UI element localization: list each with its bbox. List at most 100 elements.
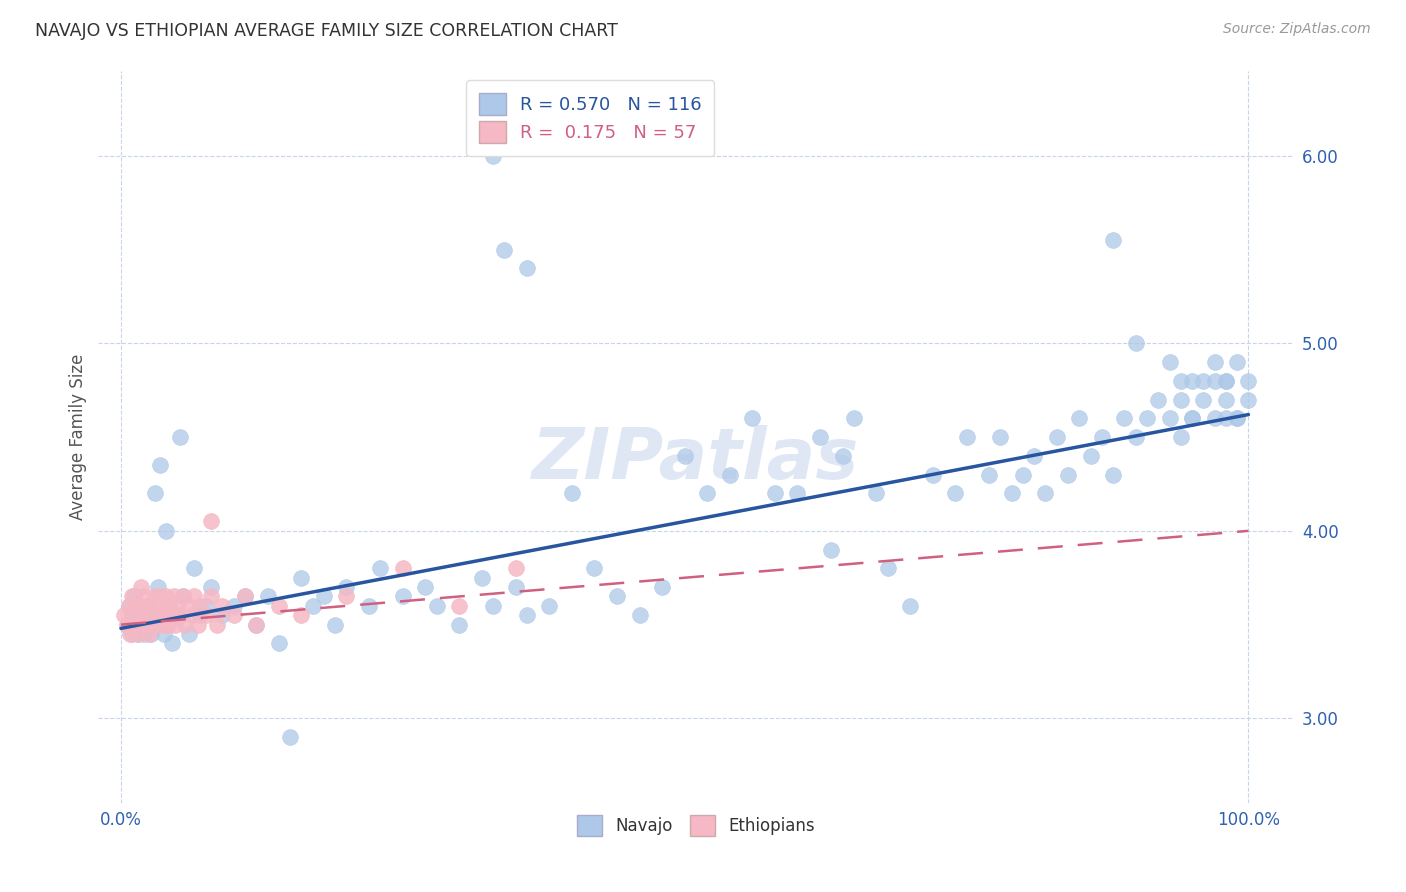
Point (121, 590, 143, 604)
Point (183, 590, 205, 604)
Point (1147, 392, 1170, 407)
Point (673, 449, 696, 463)
Point (155, 590, 177, 604)
Point (696, 486, 718, 500)
Point (1237, 374, 1260, 388)
Point (155, 524, 177, 538)
Point (222, 608, 245, 623)
Point (211, 599, 233, 613)
Text: ZIPatlas: ZIPatlas (533, 425, 859, 493)
Point (741, 411, 763, 425)
Point (128, 599, 150, 613)
Point (233, 590, 256, 604)
Point (141, 608, 163, 623)
Point (990, 430, 1012, 444)
Point (183, 561, 205, 575)
Point (149, 458, 172, 473)
Point (166, 599, 188, 613)
Point (505, 561, 527, 575)
Point (143, 590, 166, 604)
Point (1091, 430, 1114, 444)
Point (1237, 392, 1260, 407)
Point (977, 467, 1000, 482)
Point (1125, 336, 1147, 351)
Point (1215, 392, 1237, 407)
Point (1215, 374, 1237, 388)
Point (1159, 411, 1181, 425)
Point (118, 599, 141, 613)
Point (143, 486, 166, 500)
Point (516, 261, 538, 276)
Point (494, 243, 516, 257)
Point (118, 599, 141, 613)
Text: Source: ZipAtlas.com: Source: ZipAtlas.com (1223, 22, 1371, 37)
Point (177, 599, 200, 613)
Point (278, 730, 301, 744)
Point (152, 617, 174, 632)
Point (290, 608, 312, 623)
Point (1035, 486, 1057, 500)
Point (1024, 449, 1046, 463)
Point (245, 617, 267, 632)
Point (865, 486, 887, 500)
Point (921, 467, 943, 482)
Point (357, 599, 380, 613)
Point (449, 617, 471, 632)
Text: NAVAJO VS ETHIOPIAN AVERAGE FAMILY SIZE CORRELATION CHART: NAVAJO VS ETHIOPIAN AVERAGE FAMILY SIZE … (35, 22, 619, 40)
Point (121, 608, 143, 623)
Point (233, 590, 256, 604)
Point (188, 608, 211, 623)
Point (898, 599, 921, 613)
Point (138, 617, 160, 632)
Point (763, 486, 786, 500)
Point (132, 590, 155, 604)
Point (415, 580, 437, 594)
Point (842, 411, 865, 425)
Point (1181, 374, 1204, 388)
Point (169, 608, 191, 623)
Point (148, 580, 170, 594)
Point (129, 599, 152, 613)
Point (449, 599, 471, 613)
Point (335, 590, 357, 604)
Point (172, 590, 194, 604)
Point (135, 617, 157, 632)
Point (115, 617, 138, 632)
Point (157, 599, 180, 613)
Point (267, 636, 290, 650)
Point (335, 580, 357, 594)
Point (211, 608, 233, 623)
Point (157, 617, 180, 632)
Point (1181, 411, 1204, 425)
Point (1192, 392, 1215, 407)
Point (166, 608, 188, 623)
Point (200, 580, 222, 594)
Point (1012, 467, 1035, 482)
Point (155, 608, 177, 623)
Point (392, 590, 415, 604)
Point (141, 627, 163, 641)
Point (124, 617, 146, 632)
Point (127, 608, 149, 623)
Point (188, 599, 211, 613)
Point (1102, 233, 1125, 247)
Point (159, 599, 181, 613)
Point (194, 599, 217, 613)
Point (153, 599, 176, 613)
Point (301, 599, 323, 613)
Point (174, 617, 197, 632)
Point (1204, 411, 1226, 425)
Point (200, 515, 222, 529)
Point (132, 608, 155, 623)
Point (1215, 374, 1237, 388)
Point (1226, 355, 1249, 369)
Point (1181, 411, 1204, 425)
Point (606, 590, 628, 604)
Point (482, 599, 505, 613)
Y-axis label: Average Family Size: Average Family Size (69, 354, 87, 520)
Point (312, 590, 335, 604)
Point (482, 149, 505, 163)
Point (1192, 374, 1215, 388)
Point (1170, 374, 1192, 388)
Legend: Navajo, Ethiopians: Navajo, Ethiopians (567, 805, 825, 846)
